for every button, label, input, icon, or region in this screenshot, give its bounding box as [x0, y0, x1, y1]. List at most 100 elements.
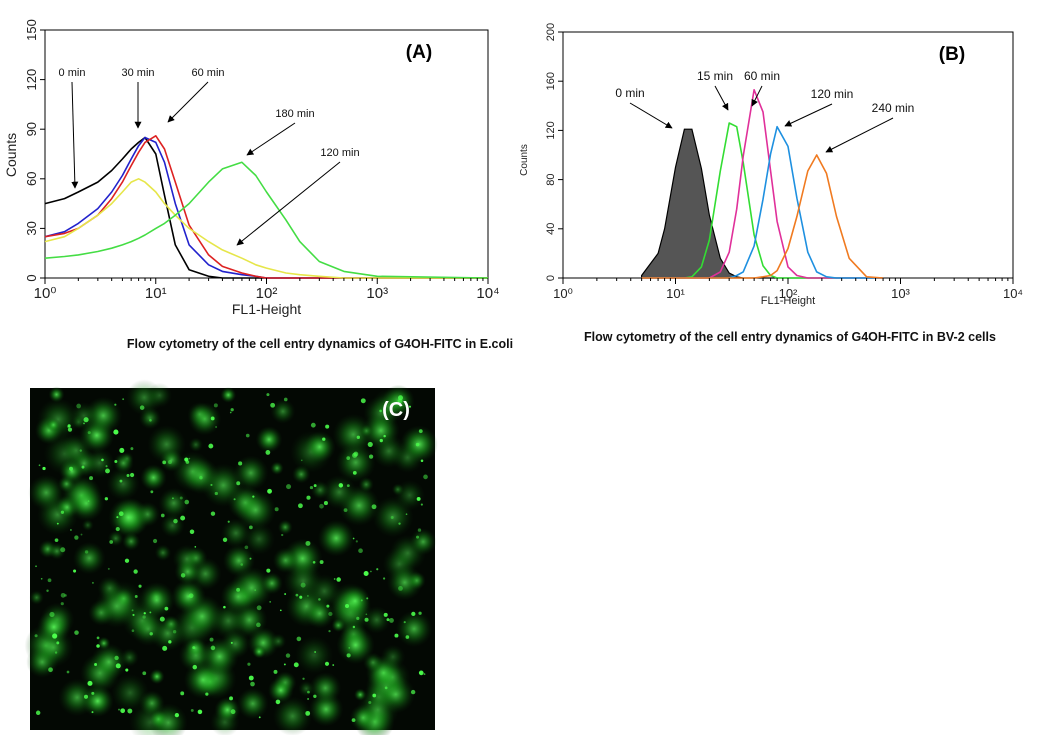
cell-blob — [184, 637, 206, 659]
cell-dot — [273, 669, 278, 674]
cell-dot — [408, 405, 412, 408]
cell-dot — [164, 606, 169, 611]
cell-blob — [68, 485, 105, 522]
cell-blob — [120, 451, 134, 466]
cell-dot — [42, 466, 46, 471]
cell-dot — [332, 664, 335, 666]
cell-dot — [180, 515, 186, 521]
cell-dot — [91, 691, 95, 695]
annotation-arrow — [714, 85, 729, 111]
cell-blob — [81, 519, 94, 532]
cell-dot — [398, 522, 401, 525]
cell-blob — [349, 704, 377, 732]
cell-dot — [383, 434, 386, 438]
series-annotation: 120 min — [811, 87, 854, 101]
cell-dot — [379, 409, 382, 413]
x-tick-label: 10³ — [891, 286, 910, 301]
cell-blob — [146, 382, 173, 408]
x-tick-label: 10⁴ — [476, 285, 499, 302]
x-tick-label: 10³ — [366, 285, 388, 302]
cell-dot — [159, 616, 165, 622]
cell-dot — [49, 611, 55, 618]
cell-dot — [89, 476, 94, 481]
cell-blob — [270, 461, 284, 475]
cell-dot — [214, 491, 218, 496]
cell-dot — [314, 651, 317, 653]
cell-dot — [149, 611, 152, 614]
cell-dot — [415, 442, 420, 447]
cell-dot — [230, 408, 234, 412]
cell-dot — [307, 698, 309, 700]
x-axis-label: FL1-Height — [761, 295, 815, 307]
series-line — [44, 136, 488, 279]
cell-dot — [64, 594, 67, 597]
cell-dot — [313, 694, 317, 698]
cell-blob — [309, 672, 342, 705]
series-annotation: 0 min — [615, 86, 644, 100]
cell-dot — [184, 457, 189, 462]
cell-dot — [383, 612, 388, 617]
cell-blob — [394, 479, 426, 511]
cell-dot — [84, 550, 89, 554]
cell-blob — [48, 542, 66, 560]
cell-dot — [252, 495, 255, 498]
cell-dot — [80, 533, 83, 536]
cell-dot — [47, 578, 52, 583]
cell-dot — [386, 618, 390, 622]
cell-dot — [367, 441, 373, 448]
cell-dot — [131, 629, 135, 632]
chart: 0 30 60 90 120 150 10⁰ 10¹ 10² 10³ 10⁴ FL1-Height Co… — [3, 19, 513, 351]
cell-dot — [35, 565, 37, 568]
cell-dot — [118, 511, 124, 517]
cell-dot — [319, 560, 324, 564]
cell-blob — [270, 398, 296, 424]
cell-blob — [140, 464, 167, 491]
cell-dot — [269, 601, 272, 603]
cell-blob — [106, 467, 140, 501]
cell-dot — [115, 527, 120, 532]
chart: 0 40 80 120 160 200 10⁰ 10¹ 10² 10³ 10⁴ FL1-Height C… — [519, 23, 1023, 344]
series-line — [44, 161, 489, 279]
cell-dot — [379, 438, 383, 443]
cell-dot — [230, 641, 233, 644]
x-tick-label: 10⁴ — [1003, 286, 1023, 301]
series-annotation: 240 min — [872, 101, 915, 115]
cell-dot — [389, 618, 394, 623]
cell-dot — [54, 538, 59, 542]
cell-dot — [325, 424, 330, 429]
cell-dot — [265, 450, 271, 455]
cell-dot — [256, 622, 261, 628]
cell-dot — [352, 625, 356, 629]
cell-dot — [351, 718, 356, 723]
cell-dot — [418, 429, 423, 434]
series-annotation: 15 min — [697, 69, 733, 83]
cell-dot — [199, 476, 203, 480]
x-tick-label: 10⁰ — [34, 285, 57, 302]
cell-blob — [395, 610, 433, 648]
cell-dot — [363, 570, 369, 576]
cell-dot — [403, 621, 406, 624]
cell-dot — [210, 645, 216, 651]
cell-dot — [394, 633, 399, 638]
cell-dot — [222, 537, 228, 542]
cell-blob — [322, 474, 357, 510]
cell-dot — [240, 563, 244, 566]
cell-dot — [230, 709, 236, 715]
cell-dot — [384, 686, 388, 690]
cell-dot — [236, 587, 241, 592]
cell-dot — [66, 670, 70, 674]
cell-dot — [312, 560, 316, 564]
cell-dot — [122, 398, 125, 401]
cell-dot — [245, 433, 250, 438]
cell-blob — [200, 637, 239, 676]
cell-dot — [168, 640, 172, 644]
cell-blob — [380, 644, 406, 670]
cell-dot — [209, 637, 214, 642]
cell-dot — [138, 584, 142, 588]
cell-dot — [420, 503, 423, 506]
cell-dot — [256, 605, 262, 611]
cell-dot — [370, 570, 372, 573]
cell-dot — [233, 498, 236, 501]
cell-dot — [397, 398, 403, 404]
cell-dot — [120, 708, 126, 714]
